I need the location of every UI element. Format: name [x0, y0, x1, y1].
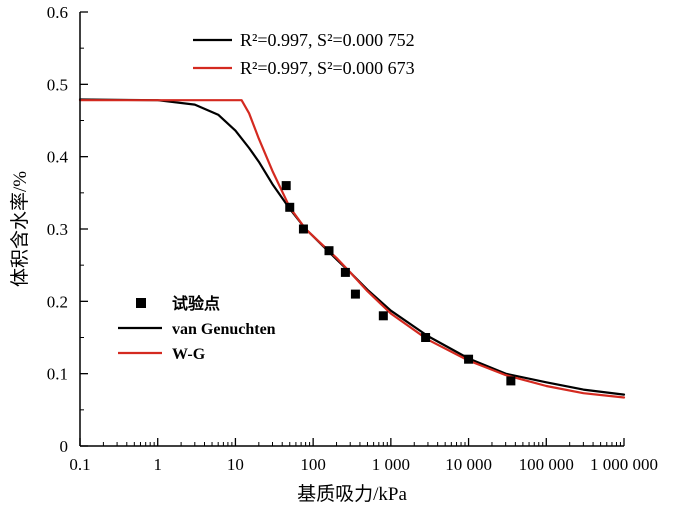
legend-label: 试验点 [172, 294, 220, 313]
fit-annotation-text: R²=0.997, S²=0.000 752 [240, 30, 415, 50]
x-tick-label: 1 [153, 455, 162, 474]
y-tick-label: 0.5 [47, 75, 68, 94]
curve-van-genuchten [78, 98, 626, 396]
legend-label: van Genuchten [172, 321, 276, 338]
curves [78, 98, 626, 399]
y-tick-label: 0.6 [47, 3, 68, 22]
data-point [281, 181, 291, 191]
x-ticks: 0.1 1 10 100 1 000 10 000 100 000 1 000 000 [69, 438, 658, 474]
x-tick-label: 100 000 [519, 455, 574, 474]
y-tick-label: 0.4 [47, 148, 69, 167]
data-point [298, 224, 308, 234]
x-tick-label: 10 000 [445, 455, 492, 474]
legend: 试验点 van Genuchten W-G [118, 294, 276, 363]
x-tick-label: 1 000 [372, 455, 410, 474]
y-tick-label: 0.2 [47, 292, 68, 311]
data-point [285, 202, 295, 212]
data-points [281, 181, 516, 386]
curve-w-g [78, 99, 626, 399]
x-tick-label: 10 [227, 455, 244, 474]
data-point [421, 333, 431, 342]
y-tick-label: 0.3 [47, 220, 68, 239]
legend-swatch-points [136, 298, 146, 308]
x-axis-title: 基质吸力/kPa [297, 483, 407, 505]
data-point [506, 376, 516, 386]
data-point [350, 289, 360, 299]
x-tick-label: 1 000 000 [590, 455, 658, 474]
y-tick-label: 0 [60, 437, 69, 456]
data-point [378, 311, 388, 321]
fit-annotation-text: R²=0.997, S²=0.000 673 [240, 58, 415, 78]
data-point [340, 267, 350, 277]
legend-label: W-G [172, 346, 206, 363]
data-point [464, 354, 474, 364]
x-tick-label: 100 [300, 455, 326, 474]
x-tick-label: 0.1 [69, 455, 90, 474]
axes: 0.1 1 10 100 1 000 10 000 100 000 1 000 000 00.… [47, 3, 658, 474]
fit-annotations: R²=0.997, S²=0.000 752 R²=0.997, S²=0.000… [193, 30, 415, 78]
y-tick-label: 0.1 [47, 365, 68, 384]
y-axis-title: 体积含水率/% [9, 171, 31, 287]
y-ticks: 0 0.1 0.2 0.3 0.4 0.5 0.6 [47, 3, 88, 456]
plot-area [78, 98, 626, 399]
data-point [324, 246, 334, 256]
